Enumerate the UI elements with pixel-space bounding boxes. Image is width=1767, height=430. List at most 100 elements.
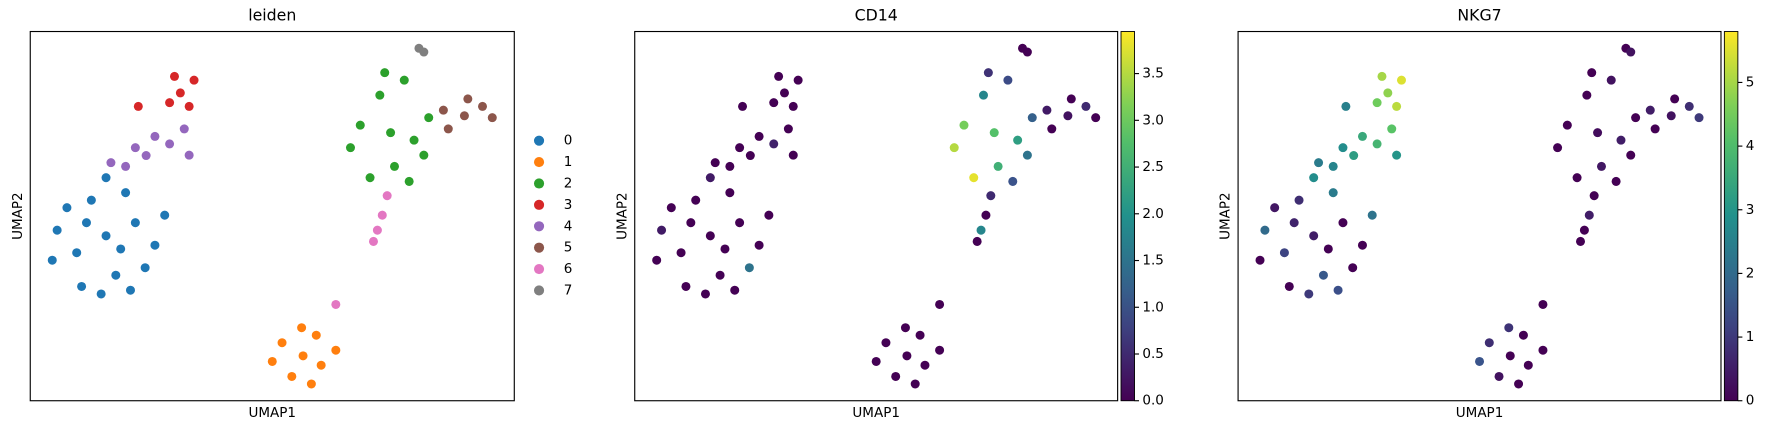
data-point: [1348, 263, 1358, 273]
data-point: [419, 47, 429, 57]
data-point: [1494, 371, 1504, 381]
data-point: [165, 139, 175, 149]
data-point: [389, 161, 400, 171]
data-point: [1022, 47, 1032, 57]
colorbar-tick-label: 5: [1746, 74, 1755, 90]
data-point: [1372, 139, 1382, 149]
data-point: [375, 90, 385, 100]
data-point: [744, 263, 754, 273]
data-point: [1582, 90, 1592, 100]
data-point: [788, 150, 798, 160]
y-axis-label: UMAP2: [1218, 192, 1234, 239]
data-point: [160, 210, 170, 220]
colorbar-tick-label: 4: [1746, 138, 1755, 154]
data-point: [1387, 124, 1397, 134]
x-axis-label: UMAP1: [1456, 405, 1504, 421]
legend-marker: [533, 242, 545, 253]
data-point: [380, 68, 390, 78]
data-point: [287, 371, 297, 381]
data-point: [1626, 47, 1636, 57]
data-point: [277, 338, 287, 348]
data-point: [725, 161, 735, 171]
legend-marker: [533, 178, 545, 189]
data-point: [1589, 191, 1599, 201]
data-point: [1008, 176, 1018, 186]
data-point: [976, 225, 986, 235]
data-point: [1505, 351, 1515, 361]
data-point: [487, 113, 497, 123]
data-point: [1538, 299, 1548, 309]
data-point: [715, 270, 725, 280]
data-point: [735, 218, 745, 228]
legend-label: 5: [564, 240, 573, 256]
data-point: [1314, 158, 1324, 168]
data-point: [1562, 120, 1572, 130]
data-point: [1284, 281, 1294, 291]
data-point: [386, 128, 396, 138]
colorbar-tick-label: 2: [1746, 265, 1755, 281]
colorbar-tick-label: 0: [1746, 393, 1755, 409]
legend-label: 2: [564, 175, 573, 191]
plot-frame: [634, 30, 1119, 402]
data-point: [443, 124, 453, 134]
data-point: [463, 94, 473, 104]
data-point: [900, 323, 910, 333]
data-point: [130, 218, 140, 228]
data-point: [652, 255, 662, 265]
data-point: [666, 203, 676, 213]
data-point: [881, 338, 891, 348]
legend-marker: [533, 135, 545, 146]
data-point: [1304, 289, 1314, 299]
data-point: [1338, 143, 1348, 153]
chart-title: NKG7: [1457, 5, 1501, 24]
data-point: [986, 191, 996, 201]
data-point: [754, 131, 764, 141]
data-point: [935, 345, 945, 355]
colorbar-tick-label: 3: [1746, 202, 1755, 218]
data-point: [871, 356, 881, 366]
legend-marker: [533, 199, 545, 210]
data-point: [981, 210, 991, 220]
data-point: [1392, 150, 1402, 160]
y-axis-label: UMAP2: [614, 192, 630, 239]
data-point: [1341, 101, 1351, 111]
data-point: [368, 236, 378, 246]
data-point: [189, 75, 199, 85]
colorbar-tick-label: 1.5: [1142, 253, 1163, 269]
legend-marker: [533, 221, 545, 232]
data-point: [1294, 195, 1304, 205]
data-point: [1596, 161, 1606, 171]
data-point: [316, 360, 326, 370]
data-point: [1349, 151, 1359, 161]
data-point: [125, 285, 135, 295]
data-point: [915, 330, 925, 340]
data-point: [424, 113, 434, 123]
colorbar-tick-label: 0.0: [1142, 393, 1163, 409]
chart-title: leiden: [248, 5, 296, 24]
data-point: [1684, 101, 1694, 111]
data-point: [891, 371, 901, 381]
data-point: [1367, 210, 1377, 220]
data-point: [438, 105, 448, 115]
y-axis-label: UMAP2: [10, 192, 26, 239]
data-point: [1022, 150, 1032, 160]
data-point: [972, 236, 982, 246]
data-point: [345, 143, 355, 153]
data-point: [935, 299, 945, 309]
data-point: [1091, 113, 1101, 123]
data-point: [1309, 173, 1319, 183]
data-point: [1081, 101, 1091, 111]
data-point: [331, 299, 341, 309]
data-point: [1289, 218, 1299, 228]
data-point: [1309, 231, 1319, 241]
data-point: [72, 248, 82, 258]
data-point: [920, 360, 930, 370]
data-point: [133, 101, 143, 111]
data-point: [150, 131, 160, 141]
data-point: [1666, 111, 1676, 121]
colorbar-tick-label: 1.0: [1142, 299, 1163, 315]
x-axis-label: UMAP1: [249, 405, 297, 421]
data-point: [1066, 94, 1076, 104]
data-point: [1013, 135, 1023, 145]
